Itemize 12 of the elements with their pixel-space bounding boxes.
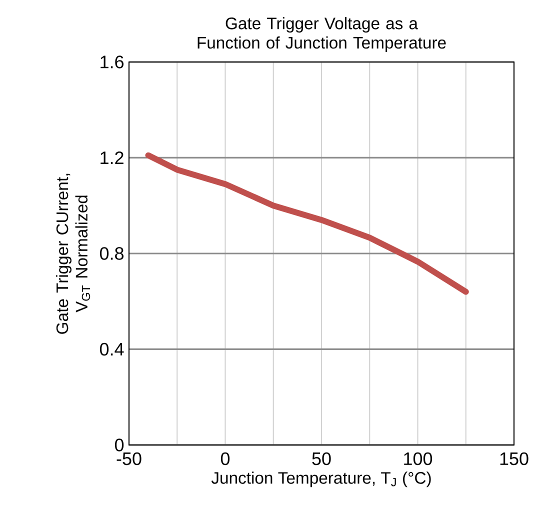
y-tick-label: 1.6: [100, 56, 124, 68]
x-tick-label: 100: [404, 452, 432, 466]
x-tick-label: -50: [116, 452, 142, 466]
y-tick-label: 1.2: [100, 151, 124, 164]
y-tick-label: 0: [114, 438, 124, 452]
x-tick-label: 150: [500, 452, 528, 466]
chart-title: Gate Trigger Voltage as a Function of Junction Temperature: [198, 17, 446, 52]
x-axis-title: Junction Temperature, T$_{J}$ (°C): [211, 472, 431, 488]
x-tick-label: 0: [220, 452, 230, 466]
x-tick-label: 50: [312, 452, 331, 466]
y-tick-label: 0.8: [100, 247, 124, 260]
y-tick-label: 0.4: [100, 342, 124, 356]
